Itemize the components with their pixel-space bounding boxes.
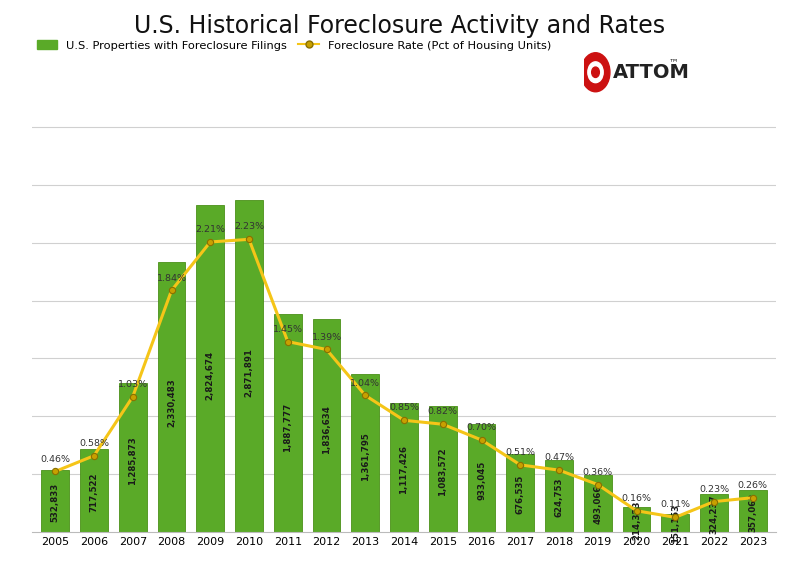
Bar (196, 205, 224, 532)
Bar (662, 514, 690, 532)
Text: 0.47%: 0.47% (544, 453, 574, 462)
Circle shape (581, 53, 610, 92)
Text: 0.11%: 0.11% (660, 501, 690, 509)
Bar (506, 454, 534, 532)
Text: 0.36%: 0.36% (582, 468, 613, 477)
Bar (119, 383, 146, 532)
Text: 2,330,483: 2,330,483 (167, 378, 176, 427)
Text: 2,871,891: 2,871,891 (245, 348, 254, 397)
Bar (739, 491, 766, 532)
Text: 0.23%: 0.23% (699, 485, 729, 494)
Bar (158, 262, 186, 532)
Circle shape (588, 62, 603, 83)
Text: 532,833: 532,833 (50, 483, 60, 522)
Text: 0.82%: 0.82% (428, 407, 458, 416)
Legend: U.S. Properties with Foreclosure Filings, Foreclosure Rate (Pct of Housing Units: U.S. Properties with Foreclosure Filings… (32, 35, 556, 55)
Text: 1,836,634: 1,836,634 (322, 405, 331, 454)
Text: 2.23%: 2.23% (234, 223, 264, 231)
Bar (390, 403, 418, 532)
Text: 0.16%: 0.16% (622, 494, 651, 503)
Text: ATTOM: ATTOM (613, 63, 690, 81)
Text: 0.26%: 0.26% (738, 481, 768, 490)
Text: 0.70%: 0.70% (466, 423, 497, 432)
Text: 676,535: 676,535 (516, 475, 525, 514)
Text: 933,045: 933,045 (477, 460, 486, 499)
Text: 214,323: 214,323 (632, 500, 641, 540)
Circle shape (592, 67, 599, 77)
Bar (429, 406, 457, 532)
Bar (274, 313, 302, 532)
Text: 357,062: 357,062 (748, 492, 758, 532)
Bar (313, 320, 341, 532)
Text: 1.39%: 1.39% (311, 332, 342, 342)
Bar (545, 460, 573, 532)
Text: 2,824,674: 2,824,674 (206, 350, 214, 399)
Text: 1.45%: 1.45% (273, 325, 302, 334)
Text: 1,887,777: 1,887,777 (283, 402, 292, 451)
Text: 717,522: 717,522 (90, 472, 98, 512)
Text: 493,066: 493,066 (594, 485, 602, 524)
Text: 1.84%: 1.84% (157, 273, 186, 283)
Text: 0.58%: 0.58% (79, 439, 109, 448)
Text: 1.03%: 1.03% (118, 380, 148, 389)
Bar (80, 449, 108, 532)
Text: 1,117,426: 1,117,426 (399, 445, 409, 494)
Text: 0.51%: 0.51% (506, 448, 535, 457)
Bar (467, 424, 495, 532)
Text: 624,753: 624,753 (554, 477, 563, 517)
Text: 151,153: 151,153 (670, 504, 680, 543)
Text: 324,237: 324,237 (710, 494, 718, 533)
Bar (235, 200, 263, 532)
Bar (42, 470, 69, 532)
Bar (351, 375, 379, 532)
Text: U.S. Historical Foreclosure Activity and Rates: U.S. Historical Foreclosure Activity and… (134, 14, 666, 39)
Text: ™: ™ (669, 57, 678, 67)
Text: 2.21%: 2.21% (195, 225, 226, 234)
Text: 1,361,795: 1,361,795 (361, 432, 370, 480)
Text: 1,285,873: 1,285,873 (128, 436, 138, 485)
Bar (622, 507, 650, 532)
Text: 1,083,572: 1,083,572 (438, 447, 447, 496)
Bar (584, 475, 612, 532)
Text: 0.85%: 0.85% (389, 403, 419, 413)
Text: 1.04%: 1.04% (350, 379, 380, 387)
Bar (700, 494, 728, 532)
Text: 0.46%: 0.46% (40, 454, 70, 464)
